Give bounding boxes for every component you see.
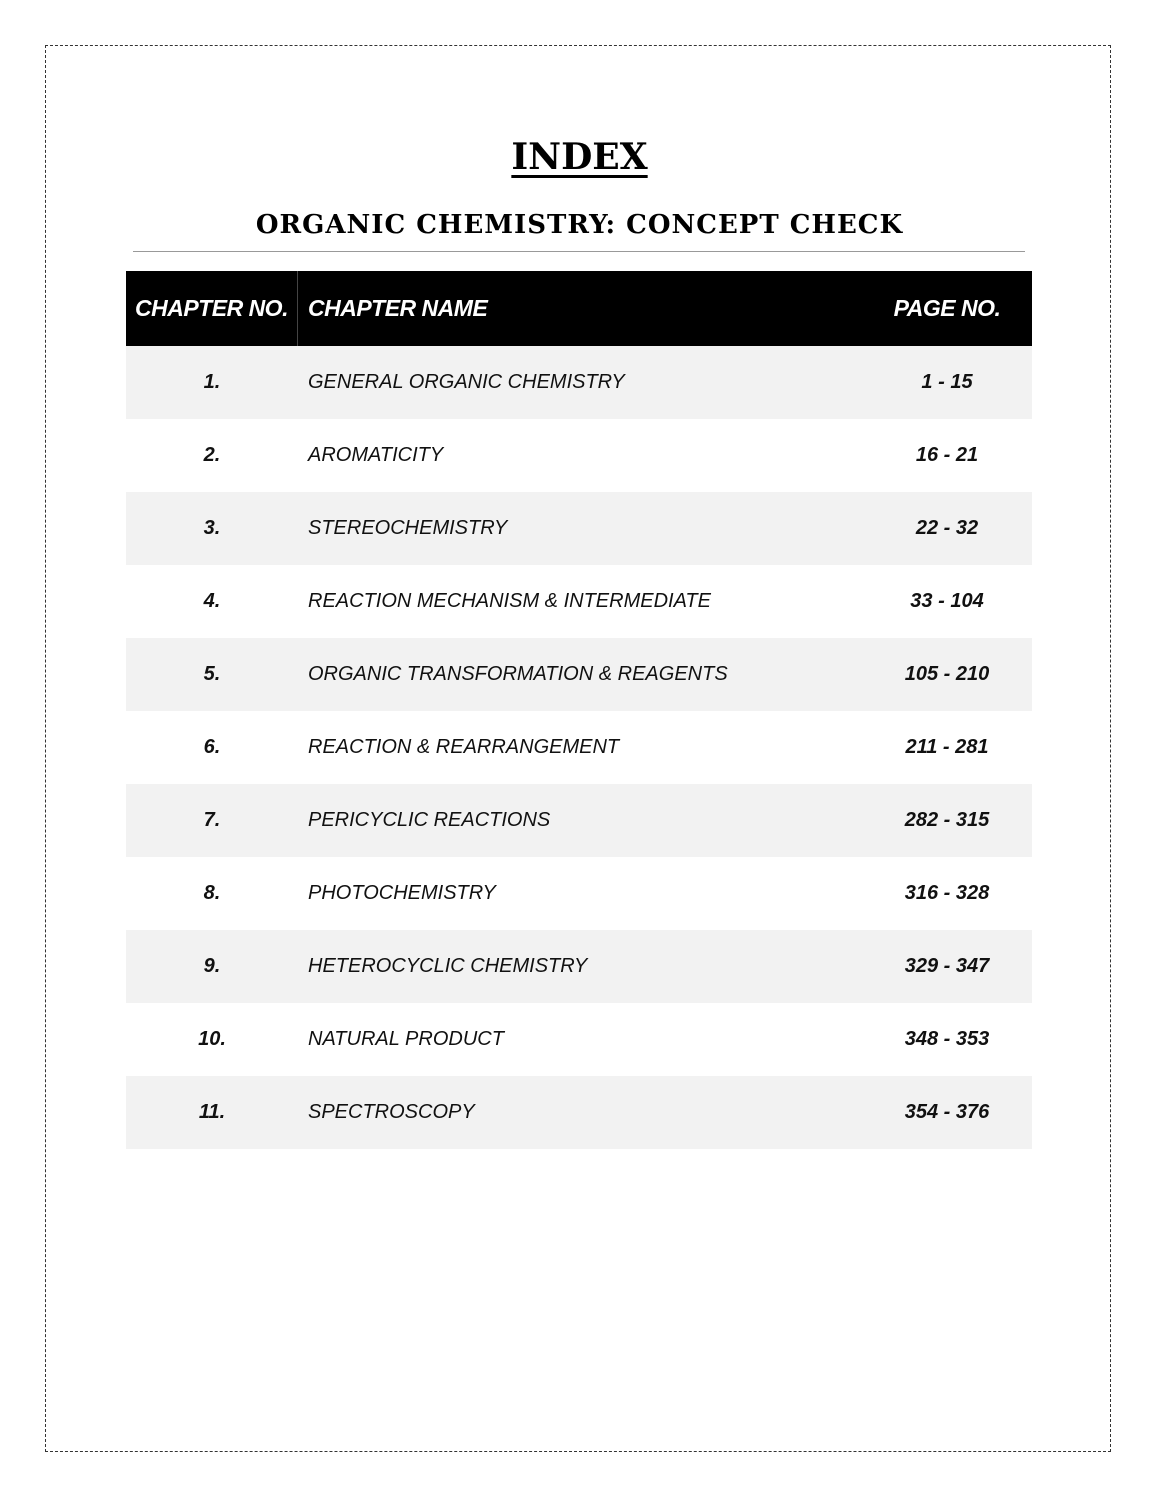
chapter-no: 6. [203,736,221,758]
table-row: 4. REACTION MECHANISM & INTERMEDIATE 33 - … [126,565,1032,638]
table-row: 10. NATURAL PRODUCT 348 - 353 [126,1003,1032,1076]
chapter-name: ORGANIC TRANSFORMATION & REAGENTS [308,663,728,685]
table-body: 1. GENERAL ORGANIC CHEMISTRY 1 - 15 2. AROMA… [126,346,1032,1149]
table-row: 6. REACTION & REARRANGEMENT 211 - 281 [126,711,1032,784]
page-range: 282 - 315 [904,809,990,831]
table-row: 7. PERICYCLIC REACTIONS 282 - 315 [126,784,1032,857]
page-range: 105 - 210 [904,663,990,685]
chapter-name: PERICYCLIC REACTIONS [308,809,551,831]
chapter-no: 2. [203,444,221,466]
page-range: 316 - 328 [904,882,990,904]
chapter-no: 5. [203,663,221,685]
page-range: 33 - 104 [910,590,984,612]
table-row: 8. PHOTOCHEMISTRY 316 - 328 [126,857,1032,930]
chapter-no: 10. [198,1028,226,1050]
header-chapter-name: CHAPTER NAME [308,295,488,321]
chapter-name: SPECTROSCOPY [308,1101,475,1123]
table-row: 1. GENERAL ORGANIC CHEMISTRY 1 - 15 [126,346,1032,419]
table-row: 2. AROMATICITY 16 - 21 [126,419,1032,492]
page-range: 22 - 32 [915,517,979,539]
chapter-name: GENERAL ORGANIC CHEMISTRY [308,371,625,393]
page-range: 348 - 353 [904,1028,990,1050]
chapter-name: NATURAL PRODUCT [308,1028,504,1050]
page-range: 1 - 15 [921,371,973,393]
chapter-no: 8. [203,882,221,904]
title-text: INDEX [511,136,648,178]
chapter-name: STEREOCHEMISTRY [308,517,508,539]
chapter-name: HETEROCYCLIC CHEMISTRY [308,955,588,977]
chapter-name: REACTION & REARRANGEMENT [308,736,620,758]
chapter-no: 4. [203,590,221,612]
page-range: 354 - 376 [904,1101,990,1123]
chapter-no: 1. [203,371,221,393]
index-table: CHAPTER NO. CHAPTER NAME PAGE NO. 1. GENE… [126,271,1032,1149]
chapter-no: 9. [203,955,221,977]
table-row: 3. STEREOCHEMISTRY 22 - 32 [126,492,1032,565]
chapter-no: 11. [198,1101,226,1123]
chapter-name: REACTION MECHANISM & INTERMEDIATE [308,590,711,612]
table-row: 5. ORGANIC TRANSFORMATION & REAGENTS 105 -… [126,638,1032,711]
divider [133,251,1025,252]
header-page-no: PAGE NO. [893,295,1001,321]
chapter-no: 7. [203,809,221,831]
table-header: CHAPTER NO. CHAPTER NAME PAGE NO. [126,271,1032,346]
table-row: 11. SPECTROSCOPY 354 - 376 [126,1076,1032,1149]
page-border [45,45,1111,1452]
chapter-name: AROMATICITY [308,444,444,466]
table-row: 9. HETEROCYCLIC CHEMISTRY 329 - 347 [126,930,1032,1003]
chapter-no: 3. [203,517,221,539]
page-range: 16 - 21 [915,444,979,466]
page-range: 329 - 347 [904,955,990,977]
page-range: 211 - 281 [905,736,989,758]
chapter-name: PHOTOCHEMISTRY [308,882,496,904]
page-subtitle: ORGANIC CHEMISTRY: CONCEPT CHECK [255,210,904,240]
page-title: INDEX [0,136,1159,178]
header-chapter-no: CHAPTER NO. [126,271,298,346]
